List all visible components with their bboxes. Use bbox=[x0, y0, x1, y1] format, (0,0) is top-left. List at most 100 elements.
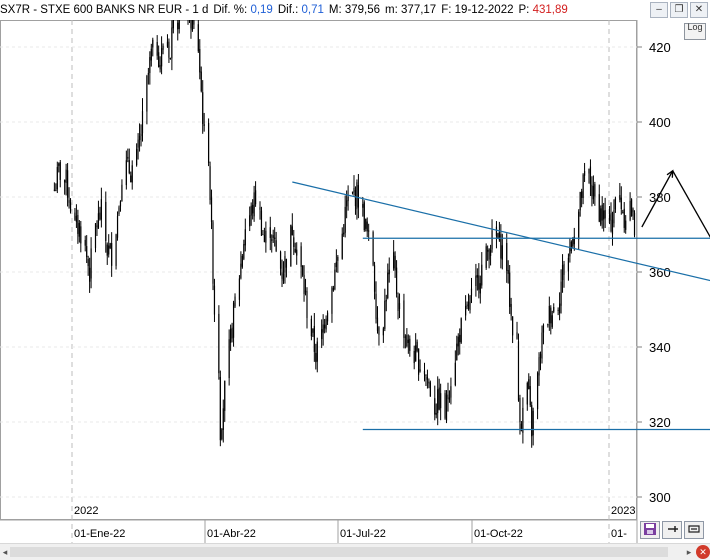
candle-body bbox=[347, 196, 349, 202]
x-label-apr: 01-Abr-22 bbox=[207, 528, 256, 540]
max-value: 379,56 bbox=[344, 4, 381, 16]
candle-body bbox=[84, 239, 86, 246]
y-tick-label: 420 bbox=[649, 40, 671, 55]
candle-body bbox=[457, 336, 459, 347]
close-window-button[interactable]: ✕ bbox=[690, 2, 708, 18]
candle-body bbox=[193, 20, 195, 25]
candle-body bbox=[415, 345, 417, 362]
candle-body bbox=[539, 354, 542, 358]
candle-body bbox=[191, 20, 194, 31]
candle-body bbox=[271, 239, 273, 241]
candle-body bbox=[209, 166, 211, 200]
symbol-title: SX7R - STXE 600 BANKS NR EUR - 1 d bbox=[0, 4, 209, 16]
candle-body bbox=[228, 339, 230, 379]
candle-body bbox=[398, 303, 401, 309]
minimize-button[interactable]: – bbox=[650, 2, 668, 18]
candle-body bbox=[140, 133, 142, 137]
candle-body bbox=[231, 327, 233, 339]
candle-body bbox=[65, 169, 67, 183]
pin-icon[interactable] bbox=[662, 521, 682, 539]
candle-body bbox=[368, 230, 370, 232]
candle-body bbox=[385, 300, 387, 302]
candle-body bbox=[127, 156, 129, 159]
horizontal-scrollbar[interactable]: ◂ ▸ ✕ bbox=[0, 543, 710, 560]
candle-body bbox=[603, 210, 605, 220]
candle-body bbox=[115, 234, 117, 266]
candle-body bbox=[353, 188, 355, 193]
candle-body bbox=[303, 275, 305, 295]
candle-body bbox=[238, 278, 241, 300]
candle-body bbox=[147, 73, 149, 75]
candle-body bbox=[418, 348, 420, 375]
candle-body bbox=[620, 197, 622, 210]
candle-body bbox=[372, 232, 374, 265]
candle-body bbox=[498, 231, 500, 241]
scroll-thumb[interactable] bbox=[10, 547, 668, 557]
candle-body bbox=[354, 190, 357, 207]
candle-body bbox=[197, 24, 199, 52]
candle-body bbox=[260, 210, 263, 236]
candle-body bbox=[573, 236, 575, 245]
bottom-toolbar bbox=[640, 521, 704, 539]
projection-arrow-segment[interactable] bbox=[641, 170, 674, 228]
dif-value: 0,71 bbox=[301, 4, 324, 16]
candle-body bbox=[632, 209, 634, 213]
candle-body bbox=[578, 211, 580, 240]
candle-body bbox=[444, 393, 446, 419]
candle-body bbox=[294, 248, 296, 252]
candle-body bbox=[119, 201, 122, 207]
candle-body bbox=[325, 318, 327, 330]
candle-body bbox=[136, 148, 138, 166]
candle-body bbox=[166, 41, 169, 47]
candle-body bbox=[447, 394, 449, 399]
projection-arrow-segment[interactable] bbox=[672, 170, 710, 280]
candle-body bbox=[222, 408, 224, 430]
candle-body bbox=[265, 230, 267, 243]
candle-body bbox=[434, 398, 436, 415]
candle-body bbox=[466, 304, 468, 307]
candle-body bbox=[489, 249, 492, 256]
chart-header: SX7R - STXE 600 BANKS NR EUR - 1 d Dif. %… bbox=[0, 0, 662, 20]
candle-body bbox=[438, 387, 440, 410]
price-value: 431,89 bbox=[532, 4, 568, 16]
candle-body bbox=[610, 212, 612, 231]
x-label-jul: 01-Jul-22 bbox=[340, 528, 386, 540]
scroll-left-arrow-icon[interactable]: ◂ bbox=[2, 547, 8, 557]
close-chart-icon[interactable]: ✕ bbox=[696, 545, 710, 559]
candle-body bbox=[171, 27, 173, 59]
candle-body bbox=[378, 327, 380, 335]
candle-body bbox=[553, 307, 555, 312]
candle-body bbox=[138, 136, 141, 140]
candle-body bbox=[419, 369, 421, 372]
log-scale-toggle[interactable]: Log bbox=[684, 23, 706, 40]
candle-body bbox=[409, 338, 411, 351]
candle-body bbox=[105, 201, 107, 241]
candle-body bbox=[623, 208, 625, 228]
candle-body bbox=[563, 263, 565, 275]
candle-body bbox=[259, 207, 261, 210]
candle-body bbox=[588, 168, 590, 174]
candle-body bbox=[100, 199, 102, 220]
candle-body bbox=[252, 204, 254, 214]
candle-body bbox=[478, 275, 480, 290]
save-icon[interactable] bbox=[640, 521, 660, 539]
restore-button[interactable]: ❐ bbox=[670, 2, 688, 18]
candle-body bbox=[121, 184, 123, 202]
y-tick-label: 360 bbox=[649, 265, 671, 280]
window-controls: – ❐ ✕ bbox=[650, 2, 708, 18]
candle-body bbox=[207, 122, 210, 163]
candle-body bbox=[149, 57, 151, 74]
candlestick-series bbox=[53, 20, 636, 448]
candle-body bbox=[581, 191, 583, 198]
expand-icon[interactable] bbox=[684, 521, 704, 539]
candle-body bbox=[78, 222, 80, 237]
candle-body bbox=[538, 357, 540, 376]
candle-body bbox=[137, 139, 139, 148]
scroll-right-arrow-icon[interactable]: ▸ bbox=[686, 547, 692, 557]
candle-body bbox=[365, 218, 367, 229]
candle-body bbox=[557, 309, 559, 311]
descending-trendline[interactable] bbox=[292, 181, 710, 287]
candle-body bbox=[435, 412, 437, 415]
candle-body bbox=[250, 205, 252, 216]
